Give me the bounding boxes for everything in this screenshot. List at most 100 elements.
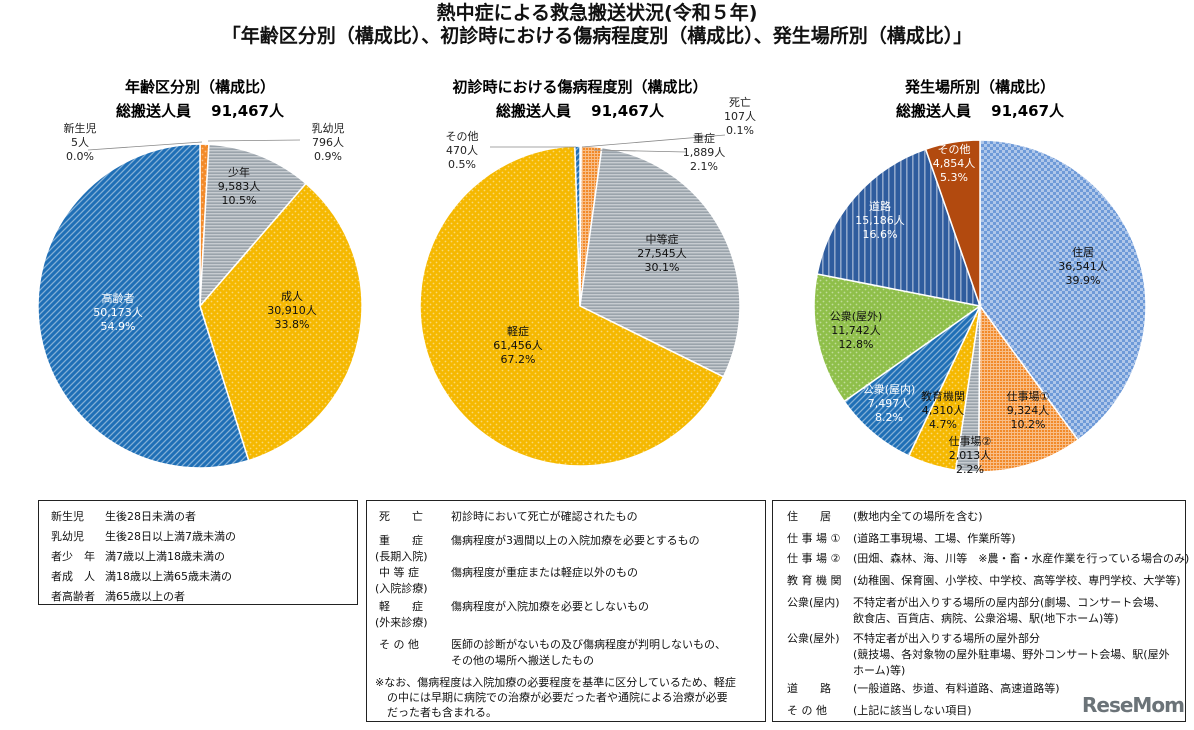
slice-label-count: 30,910人 [267,304,317,317]
severity-desc: 医師の診断がないもの及び傷病程度が判明しないもの、 [451,638,726,651]
place-desc: (幼稚園、保育園、小学校、中学校、高等学校、専門学校、大学等) [853,574,1181,587]
slice-label-percent: 67.2% [501,353,536,366]
slice-label-percent: 8.2% [875,411,903,424]
slice-label-name: 仕事場① [1007,390,1050,403]
age-desc: 満65歳以上の者 [105,590,185,603]
slice-label-name: 重症 [693,131,715,145]
slice-label-count: 4,854人 [933,157,976,170]
slice-label-percent: 0.5% [448,158,476,171]
slice-label-percent: 5.3% [940,171,968,184]
severity-note: だった者も含まれる。 [387,706,497,719]
pie-slice-1-4 [574,145,581,307]
resemom-logo: ReseMom [1082,693,1185,717]
slice-label-percent: 12.8% [839,338,874,351]
slice-label-count: 4,310人 [922,404,965,417]
slice-label-count: 9,324人 [1007,404,1050,417]
age-desc: 生後28日未満の者 [105,510,196,523]
chart-title: 発生場所別（構成比） [904,78,1055,96]
pie-slice-1-2 [579,146,741,378]
pie-slice-0-4 [37,143,250,469]
slice-label-percent: 4.7% [929,418,957,431]
slice-label-name: 新生児 [64,121,97,135]
slice-label-percent: 2.2% [956,463,984,476]
slice-label-count: 7,497人 [868,397,911,410]
slice-label-count: 11,742人 [831,324,881,337]
age-term: 者成 人 [51,570,95,583]
pie-slice-2-1 [977,303,1080,473]
slice-label-count: 27,545人 [637,247,687,260]
slice-label-name: 仕事場② [949,435,992,448]
pie-slice-1-3 [419,145,725,467]
severity-term: 中 等 症 [379,566,419,579]
severity-definition-box: 死 亡 初診時において死亡が確認されたもの重 症 (長期入院) 傷病程度が3週間以上の… [366,500,766,722]
place-term: 仕 事 場 ② [787,552,841,565]
slice-label-percent: 2.1% [690,160,718,173]
place-desc: 不特定者が出入りする場所の屋内部分(劇場、コンサート会場、 [853,596,1166,609]
chart-total: 総搬送人員 91,467人 [116,102,285,120]
slice-label-count: 470人 [446,144,478,157]
slice-label-percent: 0.1% [726,124,754,137]
slice-label-name: 成人 [281,290,303,303]
severity-term: 軽 症 [379,600,423,613]
chart-title: 初診時における傷病程度別（構成比） [452,78,707,96]
severity-desc: 傷病程度が入院加療を必要としないもの [451,600,649,613]
age-term: 者少 年 [51,550,95,563]
place-term: そ の 他 [787,704,827,717]
place-desc: (道路工事現場、工場、作業所等) [853,532,1016,545]
slice-label-count: 1,889人 [683,146,726,159]
pie-slice-2-7 [924,139,981,307]
severity-term: 重 症 [379,534,423,547]
place-desc: (一般道路、歩道、有料道路、高速道路等) [853,682,1060,695]
place-definition-box: 住 居 (敷地内全ての場所を含む) 仕 事 場 ① (道路工事現場、工場、作業所等) 仕… [772,500,1189,722]
severity-note: ※なお、傷病程度は入院加療の必要程度を基準に区分しているため、軽症 [375,676,736,689]
place-desc-2: (競技場、各対象物の屋外駐車場、野外コンサート会場、駅(屋外 [853,648,1170,661]
slice-label-name: その他 [446,130,479,143]
severity-desc-2: その他の場所へ搬送したもの [451,654,594,667]
severity-desc: 傷病程度が重症または軽症以外のもの [451,566,638,579]
place-desc-2: 飲食店、百貨店、病院、公衆浴場、駅(地下ホーム)等) [853,612,1119,625]
age-term: 者高齢者 [51,590,95,603]
pie-slice-0-3 [199,182,363,462]
age-term: 新生児 [51,510,84,523]
slice-label-name: 公衆(屋外) [830,310,883,323]
severity-sub: (外来診療) [375,616,428,629]
slice-label-percent: 39.9% [1066,274,1101,287]
slice-label-name: 死亡 [729,95,751,109]
slice-label-count: 9,583人 [218,180,261,193]
pie-charts: 年齢区分別（構成比）総搬送人員 91,467人新生児5人0.0%乳幼児796人0… [37,78,1147,476]
severity-sub: (入院診療) [375,582,428,595]
slice-label-name: 中等症 [646,232,679,246]
severity-desc: 傷病程度が3週間以上の入院加療を必要とするもの [451,534,700,547]
slice-label-count: 50,173人 [93,306,143,319]
slice-label-count: 796人 [312,136,344,149]
place-term: 公衆(屋内) [787,596,840,609]
place-term: 仕 事 場 ① [787,532,841,545]
place-desc: (上記に該当しない項目) [853,704,972,717]
place-desc-3: ホーム)等) [853,664,906,677]
pie-slice-2-5 [813,273,982,403]
slice-label-percent: 54.9% [101,320,136,333]
leader-line [581,134,726,148]
place-term: 道 路 [787,682,831,695]
severity-term: 死 亡 [379,510,423,523]
severity-desc: 初診時において死亡が確認されたもの [451,510,638,523]
main-title: 熱中症による救急搬送状況(令和５年) [436,2,758,24]
main-subtitle: 「年齢区分別（構成比）、初診時における傷病程度別（構成比）、発生場所別（構成比）… [221,25,973,47]
severity-term: そ の 他 [379,638,419,651]
place-term: 教 育 機 関 [787,574,842,587]
slice-label-name: 住居 [1072,245,1094,259]
slice-label-name: 道路 [869,199,891,213]
leader-line [593,149,687,153]
chart-total: 総搬送人員 91,467人 [896,102,1065,120]
slice-label-count: 15,186人 [855,214,905,227]
slice-label-percent: 0.9% [314,150,342,163]
age-desc: 生後28日以上満7歳未満の [105,530,236,543]
slice-label-name: 乳幼児 [312,122,345,135]
age-desc: 満18歳以上満65歳未満の [105,570,232,583]
slice-label-percent: 16.6% [863,228,898,241]
pie-slice-2-6 [816,148,982,307]
severity-note: の中には早期に病院での治療が必要だった者や通院による治療が必要 [387,691,728,704]
slice-label-percent: 30.1% [645,261,680,274]
